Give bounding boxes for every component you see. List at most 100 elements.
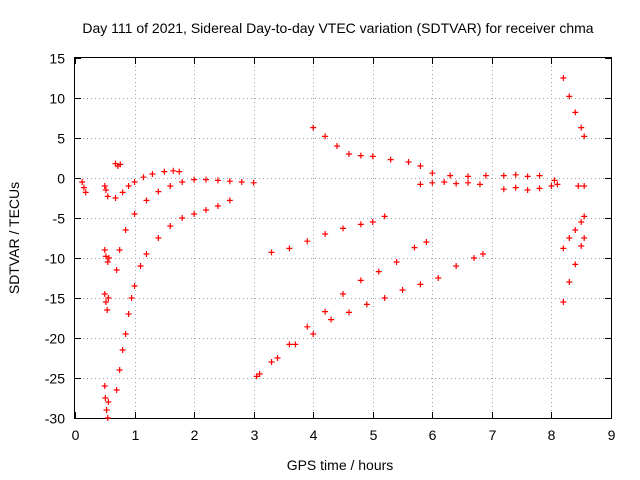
data-point	[581, 213, 588, 220]
data-point	[345, 309, 352, 316]
data-point	[137, 263, 144, 269]
series-arc-5	[253, 239, 430, 380]
data-point	[286, 341, 293, 348]
x-tick-label: 0	[72, 427, 80, 443]
data-point	[363, 301, 370, 308]
y-tick-label: -15	[45, 291, 65, 307]
data-point	[340, 291, 346, 297]
x-tick-label: 1	[132, 427, 140, 443]
data-point	[554, 181, 561, 188]
series-short-0.5a	[101, 183, 111, 200]
data-point	[102, 395, 109, 401]
data-point	[566, 279, 573, 285]
data-point	[268, 249, 275, 256]
data-point	[286, 245, 293, 252]
series-arc-9	[560, 75, 588, 140]
data-point	[143, 251, 150, 257]
data-point	[551, 177, 558, 184]
data-point	[104, 307, 111, 313]
data-point	[122, 331, 129, 337]
data-point	[125, 311, 132, 317]
series-short-0.5d	[101, 383, 112, 421]
x-tick-label: 4	[310, 427, 318, 443]
data-point	[191, 176, 198, 183]
data-point	[357, 152, 364, 159]
data-point	[214, 177, 221, 184]
grid	[75, 58, 611, 418]
data-point	[524, 187, 531, 193]
data-point	[167, 223, 174, 229]
y-tick-label: 15	[49, 51, 65, 67]
data-point	[578, 243, 585, 249]
data-point	[560, 75, 567, 81]
data-point	[226, 197, 233, 204]
chart-title: Day 111 of 2021, Sidereal Day-to-day VTE…	[82, 20, 593, 36]
data-point	[179, 215, 186, 221]
data-point	[417, 281, 424, 288]
data-point	[572, 261, 579, 268]
data-point	[581, 183, 588, 189]
data-point	[328, 316, 335, 323]
data-point	[105, 399, 112, 405]
data-point	[140, 174, 147, 181]
data-point	[548, 183, 555, 189]
data-point	[105, 295, 112, 301]
data-point	[80, 184, 87, 191]
series-arc-4	[268, 213, 388, 256]
data-point	[417, 181, 424, 188]
data-point	[214, 203, 221, 209]
axis-ticks: 0 1 2 3 4 5 6 7 8 9 -30 -25 -20 -15 -10 -5 0 5 10 15	[45, 51, 616, 444]
data-point	[512, 184, 519, 191]
data-point	[482, 172, 489, 179]
data-point	[113, 267, 120, 273]
x-tick-label: 3	[251, 427, 259, 443]
data-point	[375, 268, 382, 275]
data-point	[104, 193, 111, 200]
data-point	[479, 251, 486, 257]
series-short-0.5b	[101, 247, 112, 265]
data-point	[116, 367, 123, 373]
y-tick-label: -10	[45, 251, 65, 267]
plot-frame	[74, 57, 612, 419]
data-point	[381, 295, 388, 301]
x-tick-label: 5	[370, 427, 378, 443]
data-point	[369, 219, 376, 225]
data-point	[560, 299, 567, 305]
data-point	[578, 219, 585, 225]
data-point	[441, 179, 448, 185]
data-point	[304, 238, 311, 245]
data-point	[322, 133, 329, 140]
data-point	[417, 163, 424, 169]
y-tick-label: 5	[57, 131, 65, 147]
data-point	[575, 183, 582, 189]
data-point	[471, 255, 478, 261]
series-short-0.5c	[101, 291, 112, 313]
data-point	[411, 244, 418, 251]
data-point	[101, 383, 108, 389]
series-short-8.55	[575, 183, 588, 189]
data-point	[128, 295, 135, 301]
data-point	[125, 183, 132, 189]
series-short-0.15	[79, 179, 89, 196]
series-arc-1	[112, 167, 183, 201]
data-point	[560, 245, 567, 252]
data-point	[536, 185, 543, 192]
series-arc-11	[560, 235, 588, 305]
data-point	[101, 183, 108, 189]
data-point	[572, 109, 579, 116]
data-point	[322, 308, 329, 315]
data-point	[167, 183, 174, 189]
data-point	[119, 347, 126, 353]
data-point	[465, 179, 472, 186]
data-point	[340, 225, 346, 232]
data-point	[578, 124, 585, 131]
data-point	[581, 133, 588, 140]
data-point	[226, 178, 233, 185]
y-tick-label: -20	[45, 331, 65, 347]
data-point	[191, 211, 198, 217]
data-point	[292, 341, 299, 348]
data-points	[79, 75, 588, 421]
data-point	[131, 283, 138, 289]
data-point	[104, 415, 111, 421]
